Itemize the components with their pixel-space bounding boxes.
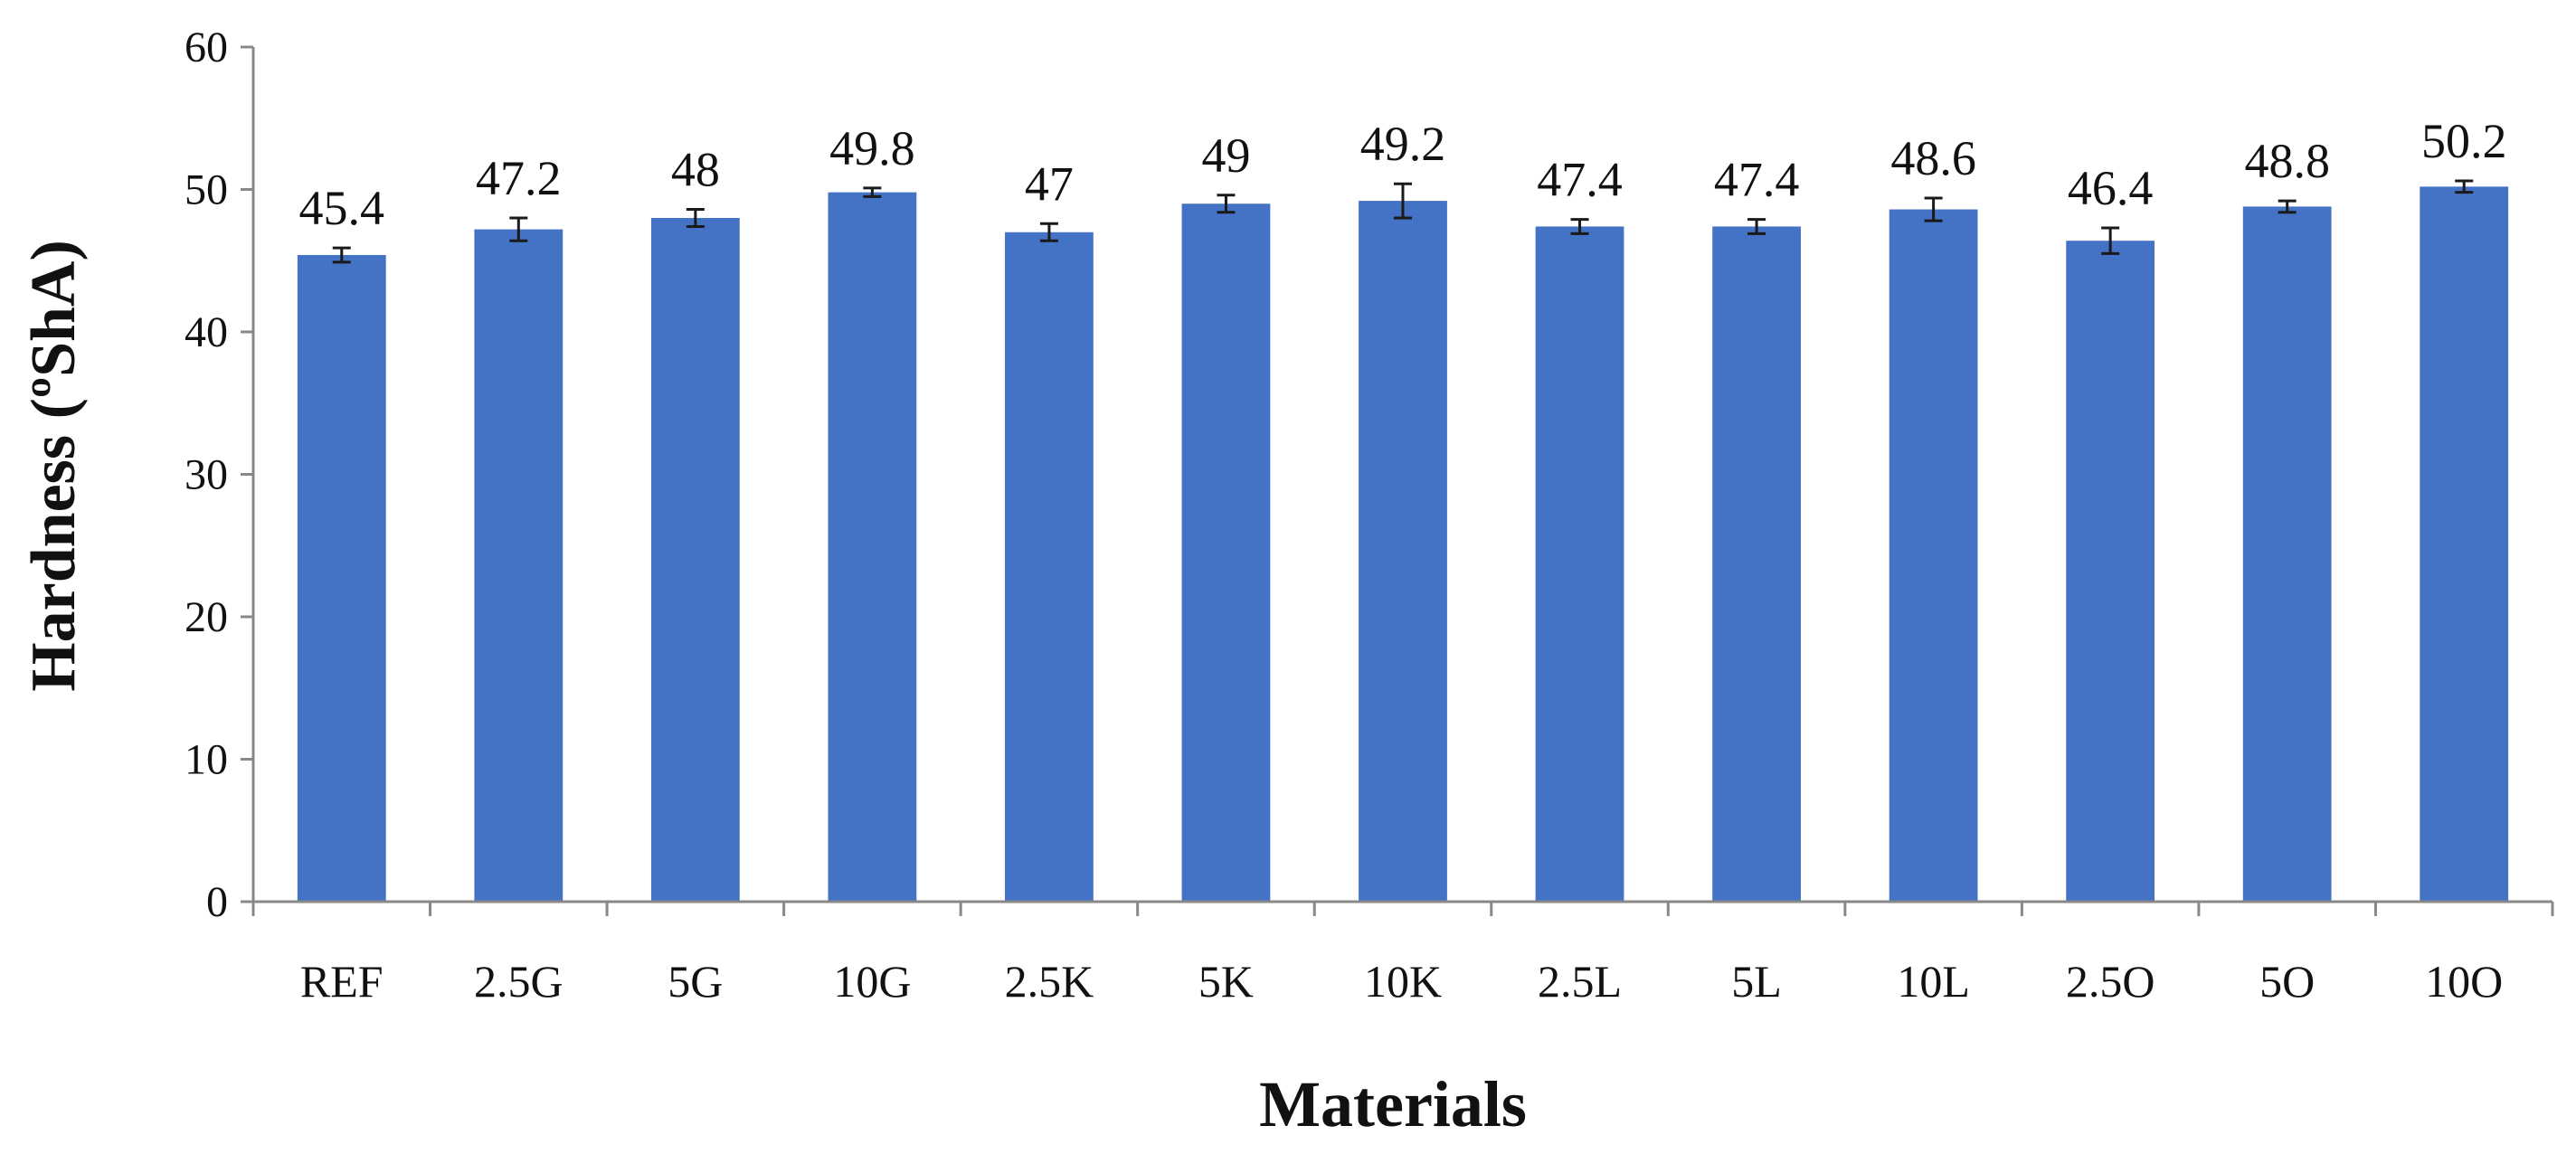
- error-bar: [332, 246, 351, 264]
- data-label: 48.8: [2244, 134, 2330, 188]
- bar: [2420, 186, 2509, 903]
- error-bars-group: [332, 179, 2474, 264]
- y-axis-title: Hardness (ºShA): [19, 240, 89, 692]
- x-tick-label: 10O: [2425, 956, 2503, 1007]
- error-bar: [1570, 218, 1589, 235]
- bar: [1889, 209, 1978, 903]
- x-tick-label: 2.5L: [1538, 956, 1622, 1007]
- error-bar: [1924, 196, 1943, 222]
- data-label: 47: [1025, 156, 1074, 211]
- x-tick-label: 10G: [833, 956, 911, 1007]
- data-label: 48.6: [1890, 131, 1976, 185]
- error-bar: [1039, 222, 1058, 242]
- data-label: 49.8: [829, 121, 915, 175]
- y-tick-label: 40: [185, 308, 228, 356]
- bar: [297, 254, 386, 902]
- data-label: 47.4: [1714, 153, 1800, 207]
- error-bar: [1747, 218, 1766, 235]
- y-tick-label: 30: [185, 451, 228, 499]
- bar: [1359, 201, 1447, 903]
- x-tick-label: 2.5K: [1005, 956, 1094, 1007]
- error-bar: [686, 208, 705, 228]
- bar: [650, 218, 740, 902]
- y-tick-label: 0: [206, 878, 228, 926]
- bar: [1181, 203, 1271, 902]
- x-tick-label: 10L: [1897, 956, 1970, 1007]
- x-tick-label: 2.5G: [474, 956, 564, 1007]
- x-tick-label: REF: [300, 956, 384, 1007]
- data-label: 49: [1201, 128, 1250, 183]
- axes-group: 0 10 20 30 40 50 60 REF 2.5G 5G 10G 2.5K 5K 10K 2.5L 5L…: [185, 24, 2554, 1007]
- x-tick-label: 5L: [1731, 956, 1782, 1007]
- data-label: 47.4: [1537, 153, 1623, 207]
- y-tick-label: 10: [185, 736, 228, 784]
- x-tick-label: 5G: [668, 956, 723, 1007]
- bar: [1712, 226, 1801, 902]
- y-tick-label: 20: [185, 593, 228, 641]
- x-axis-title: Materials: [1259, 1068, 1527, 1140]
- x-tick-label: 10K: [1364, 956, 1442, 1007]
- error-bar: [1217, 194, 1236, 214]
- error-bar: [2455, 179, 2474, 194]
- data-label: 50.2: [2421, 114, 2507, 168]
- data-label: 47.2: [476, 151, 562, 205]
- error-bar: [2278, 199, 2297, 214]
- bar: [2242, 206, 2332, 902]
- bars-group: [297, 186, 2509, 903]
- bar: [2066, 241, 2155, 902]
- error-bar: [2101, 226, 2120, 255]
- data-label: 46.4: [2068, 161, 2154, 215]
- error-bar: [1394, 182, 1412, 220]
- data-label: 45.4: [299, 181, 385, 235]
- bar: [1005, 232, 1094, 902]
- y-tick-label: 50: [185, 166, 228, 214]
- data-label: 48: [671, 143, 720, 197]
- x-tick-label: 5O: [2259, 956, 2315, 1007]
- x-tick-label: 2.5O: [2066, 956, 2155, 1007]
- bar: [1535, 226, 1624, 902]
- data-label: 49.2: [1360, 117, 1446, 171]
- bar: [474, 229, 564, 903]
- x-tick-label: 5K: [1198, 956, 1254, 1007]
- error-bar: [863, 186, 882, 198]
- data-labels-group: 45.4 47.2 48 49.8 47 49 49.2 47.4 47.4 48.6 46.4 48…: [299, 114, 2507, 235]
- bar: [828, 192, 917, 902]
- y-tick-label: 60: [185, 24, 228, 71]
- error-bar: [509, 216, 528, 242]
